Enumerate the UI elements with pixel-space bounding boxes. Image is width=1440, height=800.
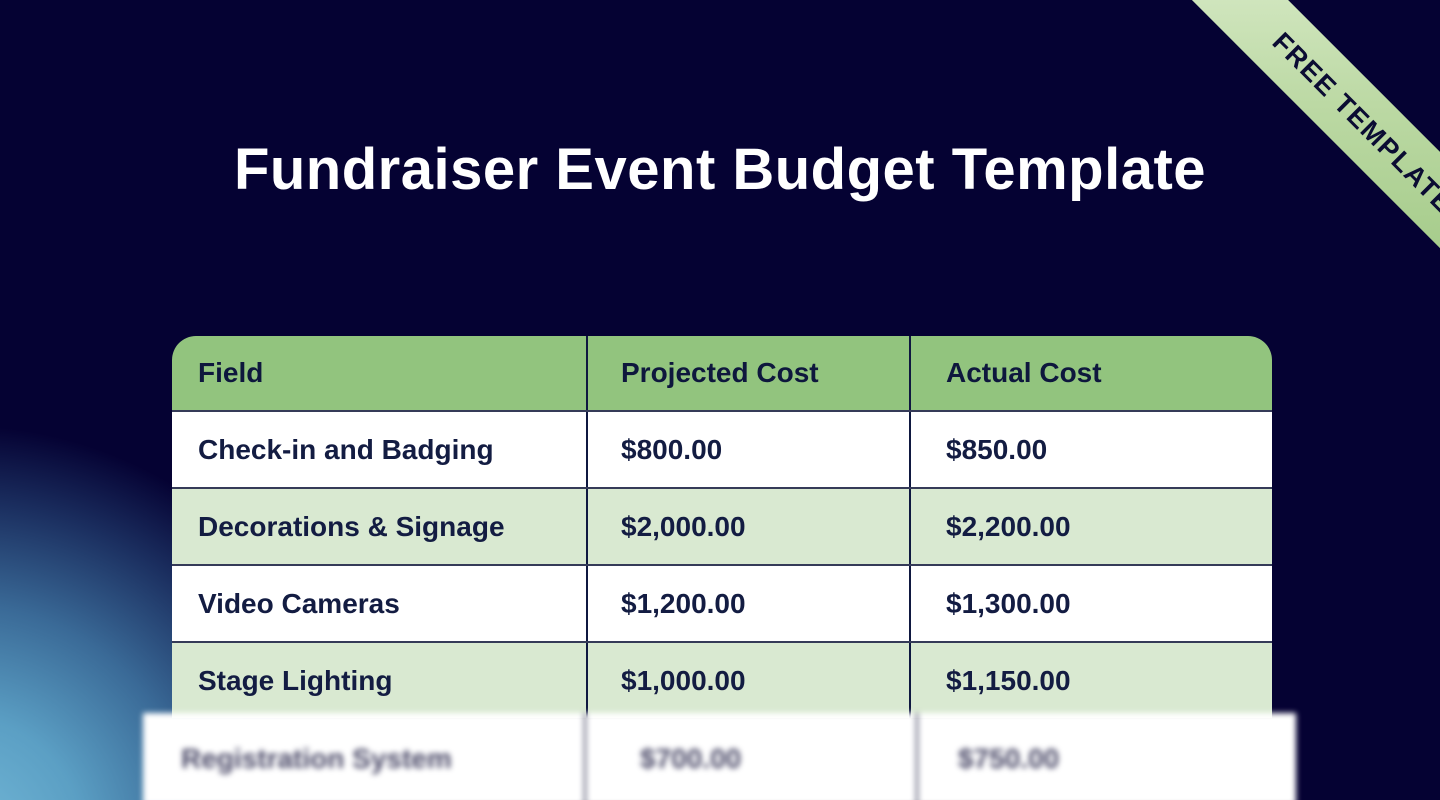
blurred-table-row: Registration System $700.00 $750.00 bbox=[143, 713, 1296, 800]
column-header-actual-cost: Actual Cost bbox=[946, 357, 1102, 388]
field-cell: Decorations & Signage bbox=[172, 489, 588, 564]
table-body: Check-in and Badging $800.00 $850.00 Dec… bbox=[172, 410, 1272, 718]
projected-cost-cell: $1,000.00 bbox=[588, 643, 911, 718]
actual-cost-cell: $1,300.00 bbox=[946, 587, 1071, 619]
projected-cost-cell: $2,000.00 bbox=[588, 489, 911, 564]
column-header-projected-cost: Projected Cost bbox=[588, 336, 911, 410]
projected-cost-cell: $700.00 bbox=[586, 713, 918, 800]
field-cell: Video Cameras bbox=[172, 566, 588, 641]
actual-cost-cell: $850.00 bbox=[946, 433, 1048, 465]
field-cell: Registration System bbox=[143, 713, 586, 800]
column-header-field: Field bbox=[172, 336, 588, 410]
field-cell: Stage Lighting bbox=[172, 643, 588, 718]
projected-cost-cell: $800.00 bbox=[588, 412, 911, 487]
actual-cost-cell: $750.00 bbox=[958, 743, 1060, 774]
field-cell: Check-in and Badging bbox=[172, 412, 588, 487]
page-title: Fundraiser Event Budget Template bbox=[233, 137, 1207, 202]
table-row: Check-in and Badging $800.00 $850.00 bbox=[172, 410, 1272, 487]
table-row: Video Cameras $1,200.00 $1,300.00 bbox=[172, 564, 1272, 641]
table-row: Stage Lighting $1,000.00 $1,150.00 bbox=[172, 641, 1272, 718]
budget-table: Field Projected Cost Actual Cost Check-i… bbox=[172, 336, 1272, 718]
table-header-row: Field Projected Cost Actual Cost bbox=[172, 336, 1272, 410]
table-row: Decorations & Signage $2,000.00 $2,200.0… bbox=[172, 487, 1272, 564]
actual-cost-cell: $2,200.00 bbox=[946, 510, 1071, 542]
actual-cost-cell: $1,150.00 bbox=[946, 664, 1071, 696]
projected-cost-cell: $1,200.00 bbox=[588, 566, 911, 641]
